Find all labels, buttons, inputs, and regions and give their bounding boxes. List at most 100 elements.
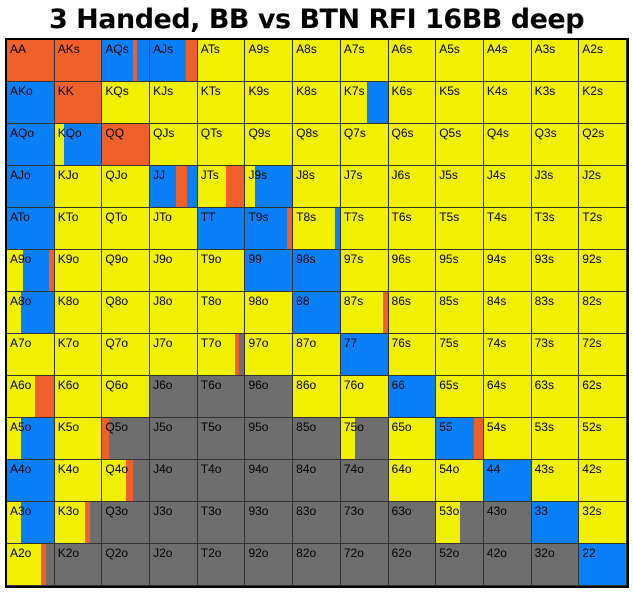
hand-label: KTs — [200, 84, 221, 98]
hand-cell-99: 99 — [245, 250, 294, 292]
hand-label: K4s — [486, 84, 508, 98]
hand-cell-Q7s: Q7s — [340, 124, 389, 166]
action-segment-not_dealt — [354, 418, 388, 459]
action-segment-not_dealt — [245, 376, 293, 417]
action-segment-fold — [102, 460, 126, 501]
action-segment-fold — [340, 376, 388, 417]
hand-label: K5o — [57, 420, 80, 434]
action-segment-fold — [7, 418, 22, 459]
action-segment-fold — [54, 124, 65, 165]
hand-cell-Q7o: Q7o — [102, 334, 151, 376]
hand-cell-T7o: T7o — [197, 334, 246, 376]
action-segment-not_dealt — [340, 460, 388, 501]
hand-label: AKo — [10, 84, 33, 98]
hand-cell-54s: 54s — [483, 418, 532, 460]
hand-label: A5o — [10, 420, 32, 434]
hand-cell-Q2o: Q2o — [102, 544, 151, 586]
action-segment-not_dealt — [531, 544, 579, 585]
action-segment-fold — [436, 82, 483, 123]
action-segment-not_dealt — [150, 418, 197, 459]
action-segment-fold — [150, 208, 197, 249]
action-segment-fold — [483, 418, 531, 459]
hand-label: 98s — [296, 252, 316, 266]
hand-cell-J7s: J7s — [340, 166, 389, 208]
hand-cell-Q8o: Q8o — [102, 292, 151, 334]
hand-label: K3s — [534, 84, 556, 98]
action-segment-fold — [293, 124, 340, 165]
action-segment-fold — [293, 40, 340, 81]
action-segment-not_dealt — [89, 502, 102, 543]
action-segment-fold — [340, 208, 388, 249]
hand-cell-J8s: J8s — [293, 166, 341, 208]
hand-label: QJo — [105, 168, 128, 182]
hand-label: 94s — [486, 252, 507, 266]
action-segment-fold — [197, 166, 226, 207]
action-segment-fold — [531, 166, 579, 207]
action-segment-fold — [340, 40, 388, 81]
action-segment-fold — [531, 334, 579, 375]
hand-label: 95s — [439, 252, 459, 266]
hand-label: 64s — [486, 378, 507, 392]
action-segment-not_dealt — [245, 460, 293, 501]
hand-cell-A3o: A3o — [7, 502, 55, 544]
hand-label: 32s — [582, 504, 602, 518]
hand-cell-AQs: AQs — [102, 40, 151, 82]
action-segment-fold — [531, 292, 579, 333]
hand-cell-KK: KK — [54, 82, 103, 124]
action-segment-not_dealt — [102, 544, 150, 585]
hand-cell-A7s: A7s — [340, 40, 389, 82]
hand-label: 96s — [391, 252, 411, 266]
hand-label: Q6s — [391, 126, 414, 140]
hand-cell-63o: 63o — [388, 502, 437, 544]
action-segment-fold — [579, 460, 626, 501]
hand-cell-J3o: J3o — [150, 502, 198, 544]
action-segment-fold — [245, 82, 293, 123]
hand-label: T3s — [534, 210, 555, 224]
action-segment-fold — [436, 124, 483, 165]
hand-cell-J6o: J6o — [150, 376, 198, 418]
hand-cell-K2o: K2o — [54, 544, 103, 586]
action-segment-not_dealt — [293, 460, 340, 501]
action-segment-fold — [388, 40, 436, 81]
hand-cell-93s: 93s — [531, 250, 580, 292]
hand-label: AJs — [153, 42, 174, 56]
action-segment-fold — [102, 250, 150, 291]
action-segment-not_dealt — [197, 502, 245, 543]
hand-label: Q7s — [343, 126, 366, 140]
hand-cell-93o: 93o — [245, 502, 294, 544]
hand-label: 43s — [534, 462, 554, 476]
action-segment-fold — [579, 208, 626, 249]
action-segment-fold — [340, 292, 384, 333]
action-segment-fold — [388, 124, 436, 165]
action-segment-fold — [54, 250, 102, 291]
action-segment-call — [254, 166, 293, 207]
action-segment-not_dealt — [388, 544, 436, 585]
action-segment-fold — [340, 250, 388, 291]
hand-label: T7s — [343, 210, 364, 224]
hand-label: 93s — [534, 252, 554, 266]
action-segment-fold — [483, 292, 531, 333]
hand-label: 85o — [296, 420, 317, 434]
action-segment-not_dealt — [436, 544, 483, 585]
action-segment-call — [23, 250, 50, 291]
hand-label: J5s — [439, 168, 458, 182]
action-segment-not_dealt — [340, 544, 388, 585]
action-segment-fold — [150, 82, 197, 123]
action-segment-fold — [7, 502, 22, 543]
hand-cell-J4o: J4o — [150, 460, 198, 502]
hand-cell-76s: 76s — [388, 334, 437, 376]
hand-label: KJs — [153, 84, 174, 98]
action-segment-fold — [340, 82, 367, 123]
hand-cell-62o: 62o — [388, 544, 437, 586]
hand-label: J6o — [153, 378, 173, 392]
hand-label: T2s — [582, 210, 603, 224]
hand-label: K3o — [57, 504, 80, 518]
action-segment-fold — [245, 40, 293, 81]
action-segment-fold — [150, 292, 197, 333]
action-segment-not_dealt — [293, 418, 340, 459]
action-segment-fold — [579, 124, 626, 165]
action-segment-not_dealt — [109, 418, 150, 459]
action-segment-fold — [388, 334, 436, 375]
hand-cell-A5o: A5o — [7, 418, 55, 460]
hand-cell-J3s: J3s — [531, 166, 580, 208]
